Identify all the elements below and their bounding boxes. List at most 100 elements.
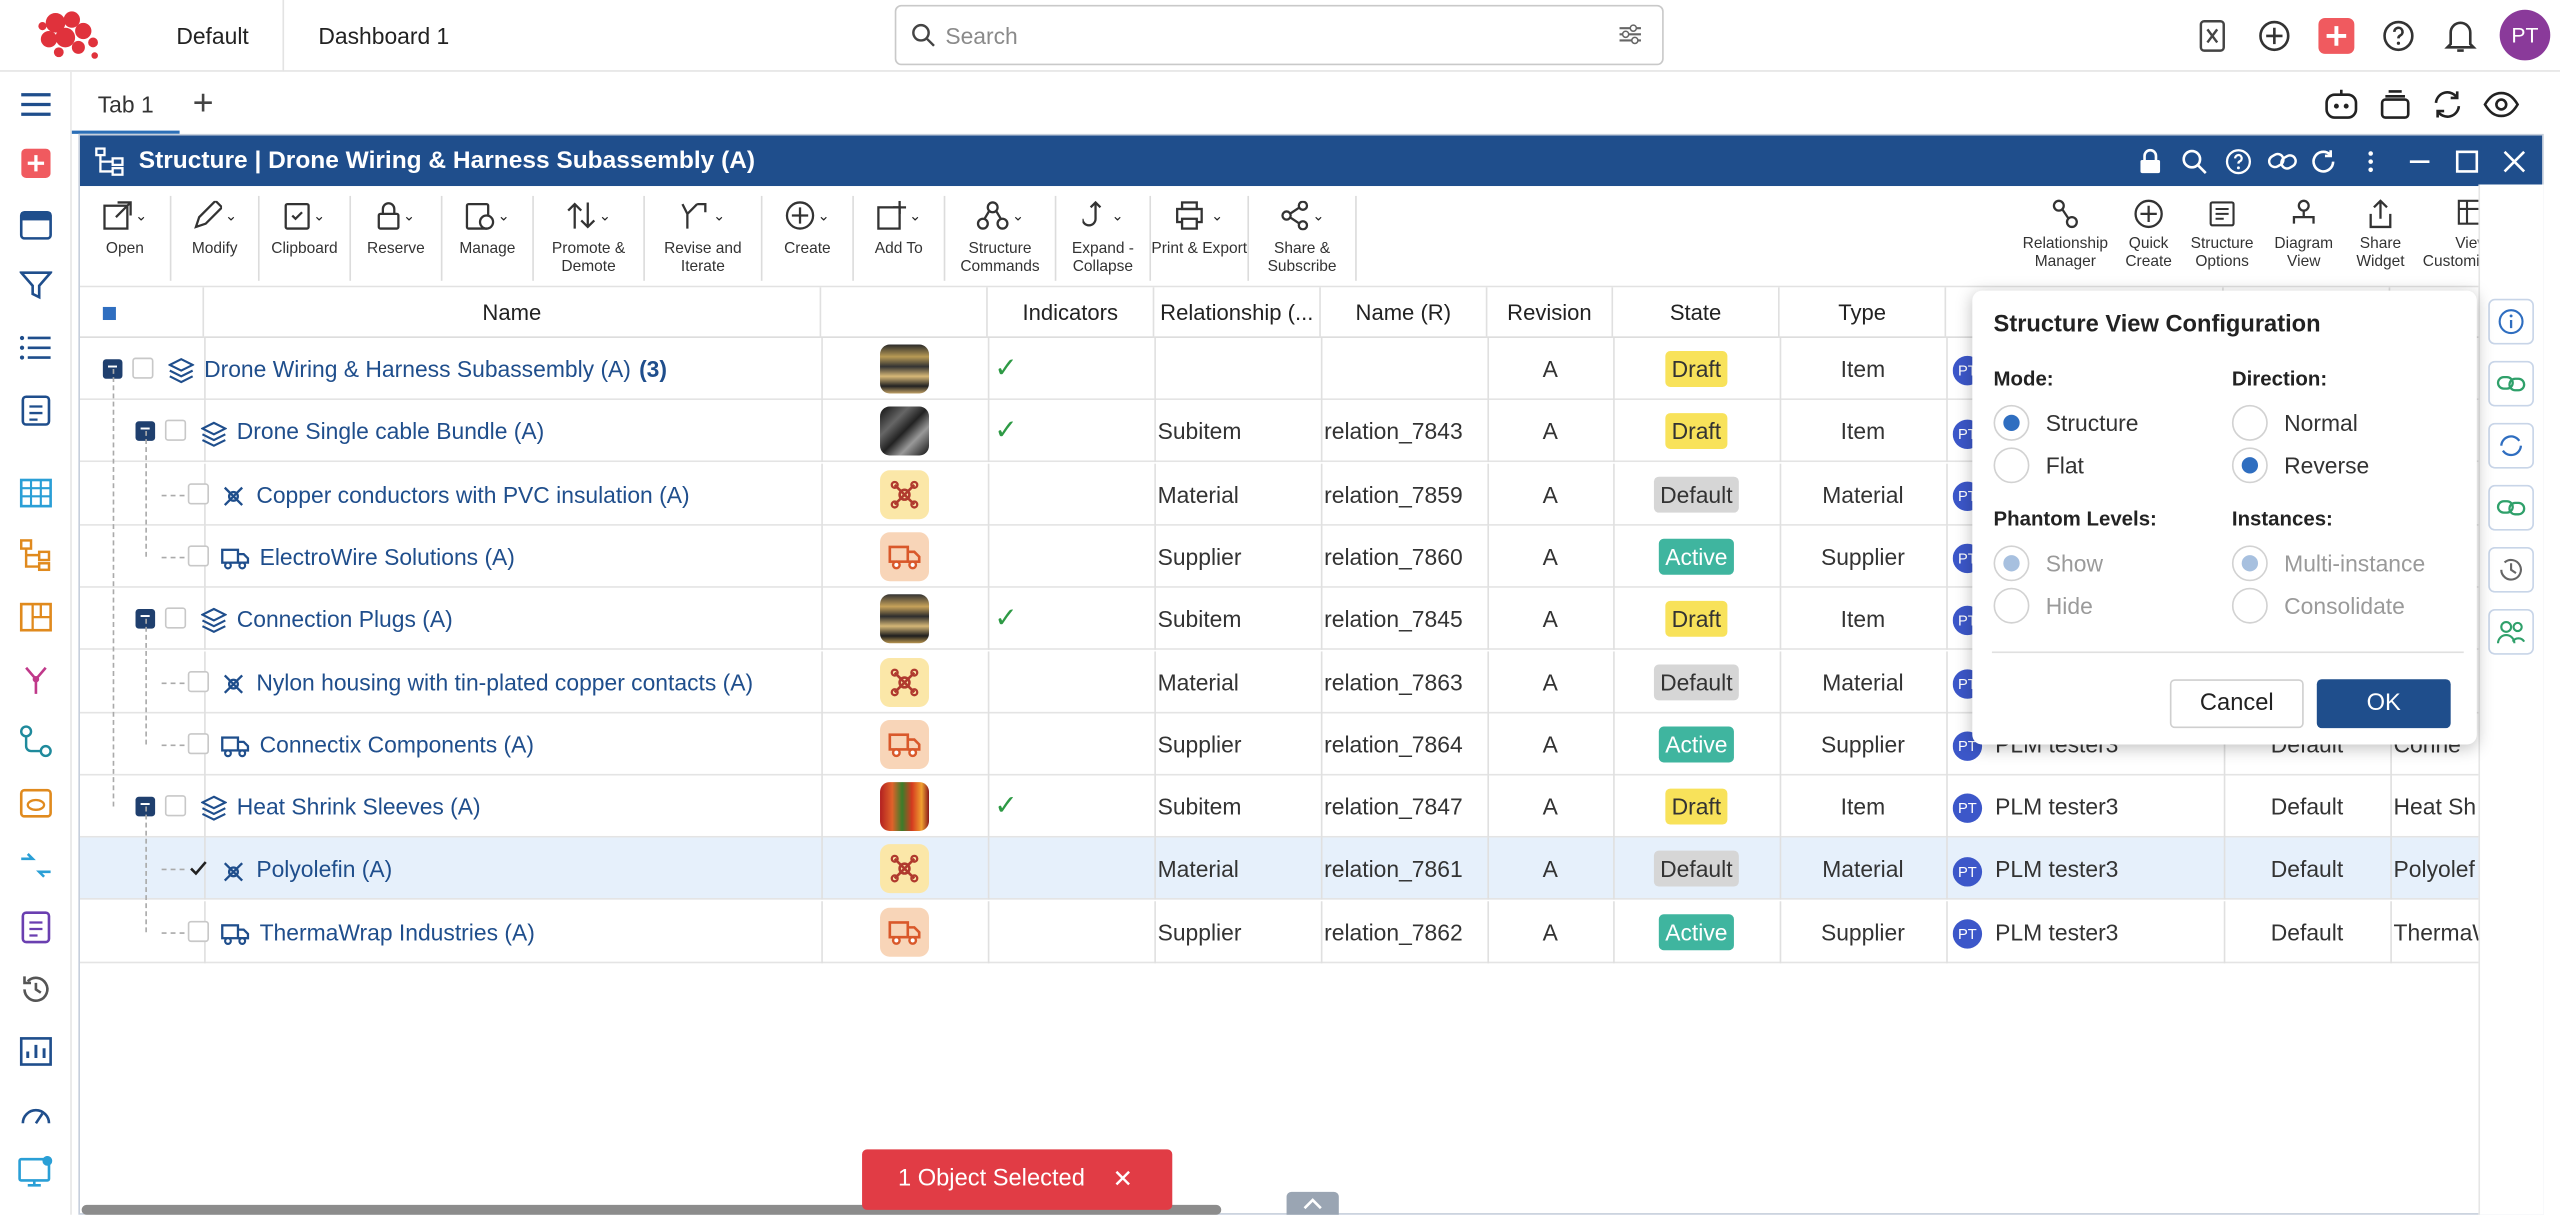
name-cell[interactable]: ThermaWrap Industries (A) bbox=[220, 901, 821, 963]
supplier-thumbnail-icon[interactable] bbox=[880, 907, 930, 957]
history-icon[interactable] bbox=[16, 970, 55, 1009]
manage-button[interactable]: ⌄ Manage bbox=[442, 195, 534, 281]
reload-icon[interactable] bbox=[2307, 145, 2340, 178]
top-tab-dashboard[interactable]: Dashboard 1 bbox=[318, 22, 450, 49]
row-checkbox[interactable] bbox=[164, 420, 187, 442]
merge-arrows-icon[interactable] bbox=[16, 846, 55, 885]
col-name-header[interactable]: Name bbox=[204, 287, 822, 338]
promote-demote-button[interactable]: ⌄ Promote & Demote bbox=[534, 195, 645, 281]
refresh-icon[interactable] bbox=[2428, 85, 2467, 124]
create-button[interactable]: ⌄ Create bbox=[762, 195, 854, 281]
structure-commands-button[interactable]: ⌄ Structure Commands bbox=[945, 195, 1057, 281]
object-name-link[interactable]: Connectix Components (A) bbox=[259, 731, 535, 758]
add-to-button[interactable]: ⌄ Add To bbox=[854, 195, 946, 281]
assistant-bot-icon[interactable] bbox=[2322, 85, 2361, 124]
object-name-link[interactable]: ElectroWire Solutions (A) bbox=[259, 543, 515, 570]
minimize-icon[interactable] bbox=[2403, 145, 2436, 178]
info-icon[interactable] bbox=[2488, 298, 2534, 345]
structure-options-button[interactable]: Structure Options bbox=[2186, 196, 2258, 271]
lifecycle-icon[interactable] bbox=[2488, 422, 2534, 469]
link-icon[interactable] bbox=[2266, 145, 2299, 178]
table-row[interactable]: − Drone Single cable Bundle (A) ✓ Subitem re… bbox=[80, 400, 2481, 463]
clipboard-icon[interactable] bbox=[16, 390, 55, 429]
name-cell[interactable]: ElectroWire Solutions (A) bbox=[220, 526, 821, 588]
direction-reverse-radio[interactable]: Reverse bbox=[2231, 447, 2369, 484]
name-cell[interactable]: Drone Wiring & Harness Subassembly (A) (3… bbox=[168, 338, 821, 400]
object-name-link[interactable]: ThermaWrap Industries (A) bbox=[259, 918, 535, 945]
collapse-toggle-icon[interactable]: − bbox=[135, 796, 156, 817]
share-subscribe-button[interactable]: ⌄ Share & Subscribe bbox=[1249, 195, 1357, 281]
item-thumbnail[interactable] bbox=[880, 782, 930, 832]
maximize-icon[interactable] bbox=[2451, 145, 2484, 178]
item-thumbnail[interactable] bbox=[880, 407, 930, 457]
mode-structure-radio[interactable]: Structure bbox=[1993, 404, 2139, 441]
row-checkbox[interactable] bbox=[187, 670, 209, 692]
col-indicators-header[interactable]: Indicators bbox=[988, 287, 1155, 338]
select-all-header[interactable] bbox=[80, 287, 205, 338]
history-icon[interactable] bbox=[2488, 546, 2534, 593]
preview-icon[interactable] bbox=[16, 784, 55, 823]
structure-tree-icon[interactable] bbox=[16, 536, 55, 575]
cancel-button[interactable]: Cancel bbox=[2169, 679, 2304, 729]
collapse-toggle-icon[interactable]: − bbox=[102, 358, 123, 379]
reserve-button[interactable]: ⌄ Reserve bbox=[351, 195, 443, 281]
name-cell[interactable]: Heat Shrink Sleeves (A) bbox=[200, 776, 821, 838]
supplier-thumbnail-icon[interactable] bbox=[880, 719, 930, 769]
row-checkbox[interactable] bbox=[187, 732, 209, 754]
collapse-panel-toggle[interactable] bbox=[1286, 1191, 1339, 1215]
col-name-r-header[interactable]: Name (R) bbox=[1321, 287, 1488, 338]
clear-selection-icon[interactable]: ✕ bbox=[1112, 1165, 1134, 1194]
name-cell[interactable]: Polyolefin (A) bbox=[220, 838, 821, 900]
name-cell[interactable]: Copper conductors with PVC insulation (A… bbox=[220, 463, 821, 525]
filter-sliders-icon[interactable] bbox=[1618, 23, 1642, 46]
table-grid-icon[interactable] bbox=[16, 473, 55, 512]
mode-flat-radio[interactable]: Flat bbox=[1993, 447, 2084, 484]
hamburger-menu-icon[interactable] bbox=[16, 85, 55, 124]
item-thumbnail[interactable] bbox=[880, 594, 930, 644]
col-relationship-header[interactable]: Relationship (... bbox=[1154, 287, 1321, 338]
object-name-link[interactable]: Connection Plugs (A) bbox=[236, 606, 453, 633]
tab-1[interactable]: Tab 1 bbox=[71, 72, 180, 134]
name-cell[interactable]: Connection Plugs (A) bbox=[200, 588, 821, 650]
relationship-manager-button[interactable]: Relationship Manager bbox=[2016, 196, 2114, 271]
object-name-link[interactable]: Polyolefin (A) bbox=[256, 856, 393, 883]
print-export-button[interactable]: ⌄ Print & Export bbox=[1151, 195, 1250, 281]
top-tab-default[interactable]: Default bbox=[144, 0, 285, 72]
monitor-icon[interactable] bbox=[16, 1153, 55, 1192]
table-row[interactable]: ElectroWire Solutions (A) Supplier relatio… bbox=[80, 525, 2481, 588]
row-checkbox[interactable] bbox=[132, 357, 154, 379]
row-checkbox[interactable] bbox=[187, 482, 209, 504]
name-cell[interactable]: Connectix Components (A) bbox=[220, 713, 821, 775]
table-row[interactable]: − Connection Plugs (A) ✓ Subitem relation_78… bbox=[80, 588, 2481, 651]
modify-button[interactable]: ⌄ Modify bbox=[171, 195, 260, 281]
table-row[interactable]: ThermaWrap Industries (A) Supplier relatio… bbox=[80, 900, 2481, 963]
quick-create-button[interactable]: Quick Create bbox=[2118, 196, 2180, 271]
material-thumbnail-icon[interactable] bbox=[880, 469, 930, 519]
revise-iterate-button[interactable]: ⌄ Revise and Iterate bbox=[645, 195, 763, 281]
horizontal-scrollbar[interactable] bbox=[81, 1204, 1222, 1215]
diagram-view-button[interactable]: Diagram View bbox=[2265, 196, 2343, 271]
add-circle-icon[interactable] bbox=[2255, 16, 2294, 55]
open-button[interactable]: ⌄ Open bbox=[80, 195, 172, 281]
notifications-bell-icon[interactable] bbox=[2441, 16, 2480, 55]
close-icon[interactable] bbox=[2498, 145, 2531, 178]
eye-icon[interactable] bbox=[2482, 85, 2521, 124]
material-thumbnail-icon[interactable] bbox=[880, 844, 930, 894]
share-widget-button[interactable]: Share Widget bbox=[2346, 196, 2415, 271]
row-checkbox[interactable] bbox=[188, 858, 209, 879]
clipboard-button[interactable]: ⌄ Clipboard bbox=[260, 195, 352, 281]
name-cell[interactable]: Nylon housing with tin-plated copper con… bbox=[220, 651, 821, 713]
table-row[interactable]: − Heat Shrink Sleeves (A) ✓ Subitem relation… bbox=[80, 775, 2481, 838]
add-tab-icon[interactable]: + bbox=[192, 81, 214, 123]
document-icon[interactable] bbox=[16, 908, 55, 947]
filter-icon[interactable] bbox=[16, 266, 55, 305]
material-thumbnail-icon[interactable] bbox=[880, 657, 930, 707]
search-input[interactable]: Search bbox=[894, 4, 1664, 66]
expand-collapse-button[interactable]: ⌄ Expand - Collapse bbox=[1056, 195, 1152, 281]
item-thumbnail[interactable] bbox=[880, 344, 930, 394]
direction-normal-radio[interactable]: Normal bbox=[2231, 404, 2358, 441]
row-checkbox[interactable] bbox=[164, 795, 187, 817]
create-red-icon[interactable] bbox=[16, 144, 55, 183]
layout-icon[interactable] bbox=[16, 598, 55, 637]
col-type-header[interactable]: Type bbox=[1780, 287, 1947, 338]
